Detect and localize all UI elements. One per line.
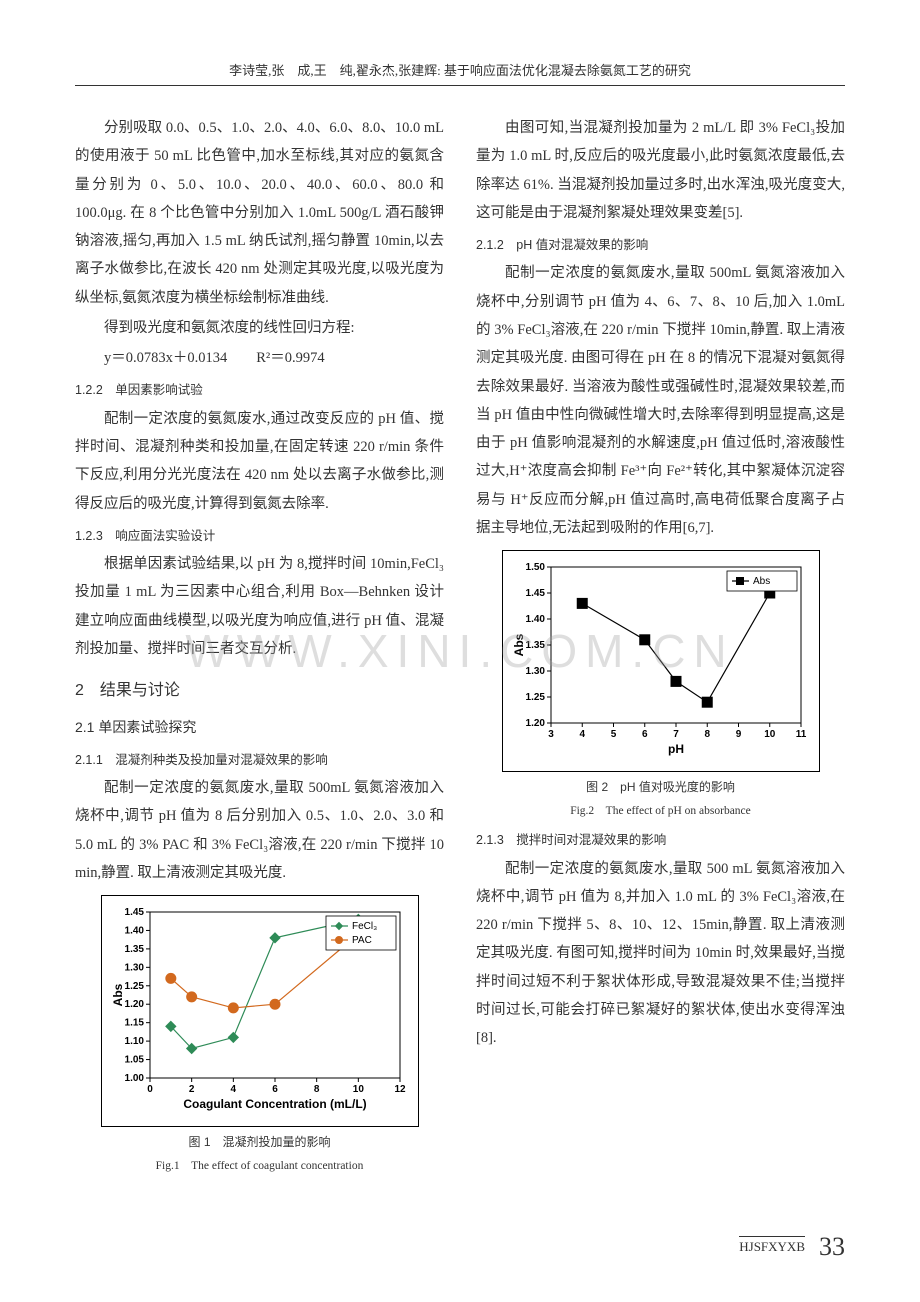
- equation: y＝0.0783x＋0.0134 R²＝0.9974: [75, 344, 444, 372]
- svg-text:1.20: 1.20: [525, 718, 545, 729]
- svg-text:6: 6: [272, 1084, 278, 1095]
- paragraph: 根据单因素试验结果,以 pH 为 8,搅拌时间 10min,FeCl₃投加量 1…: [75, 550, 444, 663]
- svg-text:7: 7: [673, 729, 679, 740]
- svg-text:1.35: 1.35: [124, 944, 144, 955]
- svg-text:1.25: 1.25: [124, 981, 144, 992]
- svg-text:1.45: 1.45: [124, 907, 144, 918]
- svg-text:1.50: 1.50: [525, 562, 545, 573]
- svg-text:1.30: 1.30: [124, 963, 144, 974]
- section-2-heading: 2 结果与讨论: [75, 675, 444, 706]
- page-footer: HJSFXYXB 33: [739, 1232, 845, 1262]
- svg-text:8: 8: [313, 1084, 319, 1095]
- svg-text:1.25: 1.25: [525, 692, 545, 703]
- paragraph: 配制一定浓度的氨氮废水,通过改变反应的 pH 值、搅拌时间、混凝剂种类和投加量,…: [75, 405, 444, 518]
- figure-2: 3 4 5 6 7 8 9 10 11 1.20 1.25 1.30 1.35 1.40 1.45 1.50 p…: [476, 550, 845, 822]
- figure-2-chart: 3 4 5 6 7 8 9 10 11 1.20 1.25 1.30 1.35 1.40 1.45 1.50 p…: [511, 557, 811, 757]
- figure-1-frame: 0 2 4 6 8 10 12 1.00 1.05 1.10 1.15 1.20 1.25 1.30 1.3…: [101, 895, 419, 1127]
- right-column: 由图可知,当混凝剂投加量为 2 mL/L 即 3% FeCl₃投加量为 1.0 …: [476, 114, 845, 1179]
- svg-text:10: 10: [764, 729, 776, 740]
- paragraph: 配制一定浓度的氨氮废水,量取 500 mL 氨氮溶液加入烧杯中,调节 pH 值为…: [476, 855, 845, 1053]
- subheading-2-1-1: 2.1.1 混凝剂种类及投加量对混凝效果的影响: [75, 748, 444, 772]
- subheading-2-1: 2.1 单因素试验探究: [75, 714, 444, 741]
- paragraph: 由图可知,当混凝剂投加量为 2 mL/L 即 3% FeCl₃投加量为 1.0 …: [476, 114, 845, 227]
- figure-1-chart: 0 2 4 6 8 10 12 1.00 1.05 1.10 1.15 1.20 1.25 1.30 1.3…: [110, 902, 410, 1112]
- subheading-1-2-3: 1.2.3 响应面法实验设计: [75, 524, 444, 548]
- two-column-body: 分别吸取 0.0、0.5、1.0、2.0、4.0、6.0、8.0、10.0 mL…: [75, 114, 845, 1179]
- svg-text:pH: pH: [668, 742, 684, 756]
- paragraph: 配制一定浓度的氨氮废水,量取 500mL 氨氮溶液加入烧杯中,分别调节 pH 值…: [476, 259, 845, 542]
- svg-text:Abs: Abs: [753, 576, 770, 587]
- svg-text:1.35: 1.35: [525, 640, 545, 651]
- svg-text:1.15: 1.15: [124, 1018, 144, 1029]
- svg-text:5: 5: [610, 729, 616, 740]
- svg-text:PAC: PAC: [352, 935, 372, 946]
- svg-text:1.10: 1.10: [124, 1036, 144, 1047]
- svg-text:12: 12: [394, 1084, 406, 1095]
- paragraph: 分别吸取 0.0、0.5、1.0、2.0、4.0、6.0、8.0、10.0 mL…: [75, 114, 444, 312]
- svg-text:4: 4: [230, 1084, 236, 1095]
- svg-text:1.40: 1.40: [124, 926, 144, 937]
- svg-text:Abs: Abs: [512, 633, 526, 656]
- left-column: 分别吸取 0.0、0.5、1.0、2.0、4.0、6.0、8.0、10.0 mL…: [75, 114, 444, 1179]
- subheading-2-1-2: 2.1.2 pH 值对混凝效果的影响: [476, 233, 845, 257]
- figure-2-frame: 3 4 5 6 7 8 9 10 11 1.20 1.25 1.30 1.35 1.40 1.45 1.50 p…: [502, 550, 820, 772]
- figure-2-caption-en: Fig.2 The effect of pH on absorbance: [476, 800, 845, 822]
- svg-text:Coagulant Concentration (mL/L): Coagulant Concentration (mL/L): [183, 1097, 366, 1111]
- svg-text:0: 0: [147, 1084, 153, 1095]
- svg-text:Abs: Abs: [111, 984, 125, 1007]
- figure-2-caption-cn: 图 2 pH 值对吸光度的影响: [476, 776, 845, 799]
- svg-text:1.30: 1.30: [525, 666, 545, 677]
- svg-text:11: 11: [795, 729, 806, 740]
- paragraph: 得到吸光度和氨氮浓度的线性回归方程:: [75, 314, 444, 342]
- running-header: 李诗莹,张 成,王 纯,翟永杰,张建辉: 基于响应面法优化混凝去除氨氮工艺的研究: [75, 60, 845, 86]
- svg-text:10: 10: [352, 1084, 364, 1095]
- svg-text:1.45: 1.45: [525, 588, 545, 599]
- paragraph: 配制一定浓度的氨氮废水,量取 500mL 氨氮溶液加入烧杯中,调节 pH 值为 …: [75, 774, 444, 887]
- svg-text:4: 4: [579, 729, 585, 740]
- subheading-2-1-3: 2.1.3 搅拌时间对混凝效果的影响: [476, 828, 845, 852]
- svg-text:FeCl₃: FeCl₃: [352, 921, 377, 932]
- svg-text:1.05: 1.05: [124, 1055, 144, 1066]
- svg-text:6: 6: [641, 729, 647, 740]
- svg-text:1.20: 1.20: [124, 999, 144, 1010]
- figure-1-caption-en: Fig.1 The effect of coagulant concentrat…: [75, 1155, 444, 1177]
- page-number: 33: [819, 1232, 845, 1262]
- svg-text:1.40: 1.40: [525, 614, 545, 625]
- journal-abbrev: HJSFXYXB: [739, 1236, 805, 1255]
- svg-text:2: 2: [188, 1084, 194, 1095]
- figure-1-caption-cn: 图 1 混凝剂投加量的影响: [75, 1131, 444, 1154]
- svg-text:1.00: 1.00: [124, 1073, 144, 1084]
- svg-text:9: 9: [735, 729, 741, 740]
- subheading-1-2-2: 1.2.2 单因素影响试验: [75, 378, 444, 402]
- svg-text:8: 8: [704, 729, 710, 740]
- figure-1: 0 2 4 6 8 10 12 1.00 1.05 1.10 1.15 1.20 1.25 1.30 1.3…: [75, 895, 444, 1177]
- svg-text:3: 3: [548, 729, 554, 740]
